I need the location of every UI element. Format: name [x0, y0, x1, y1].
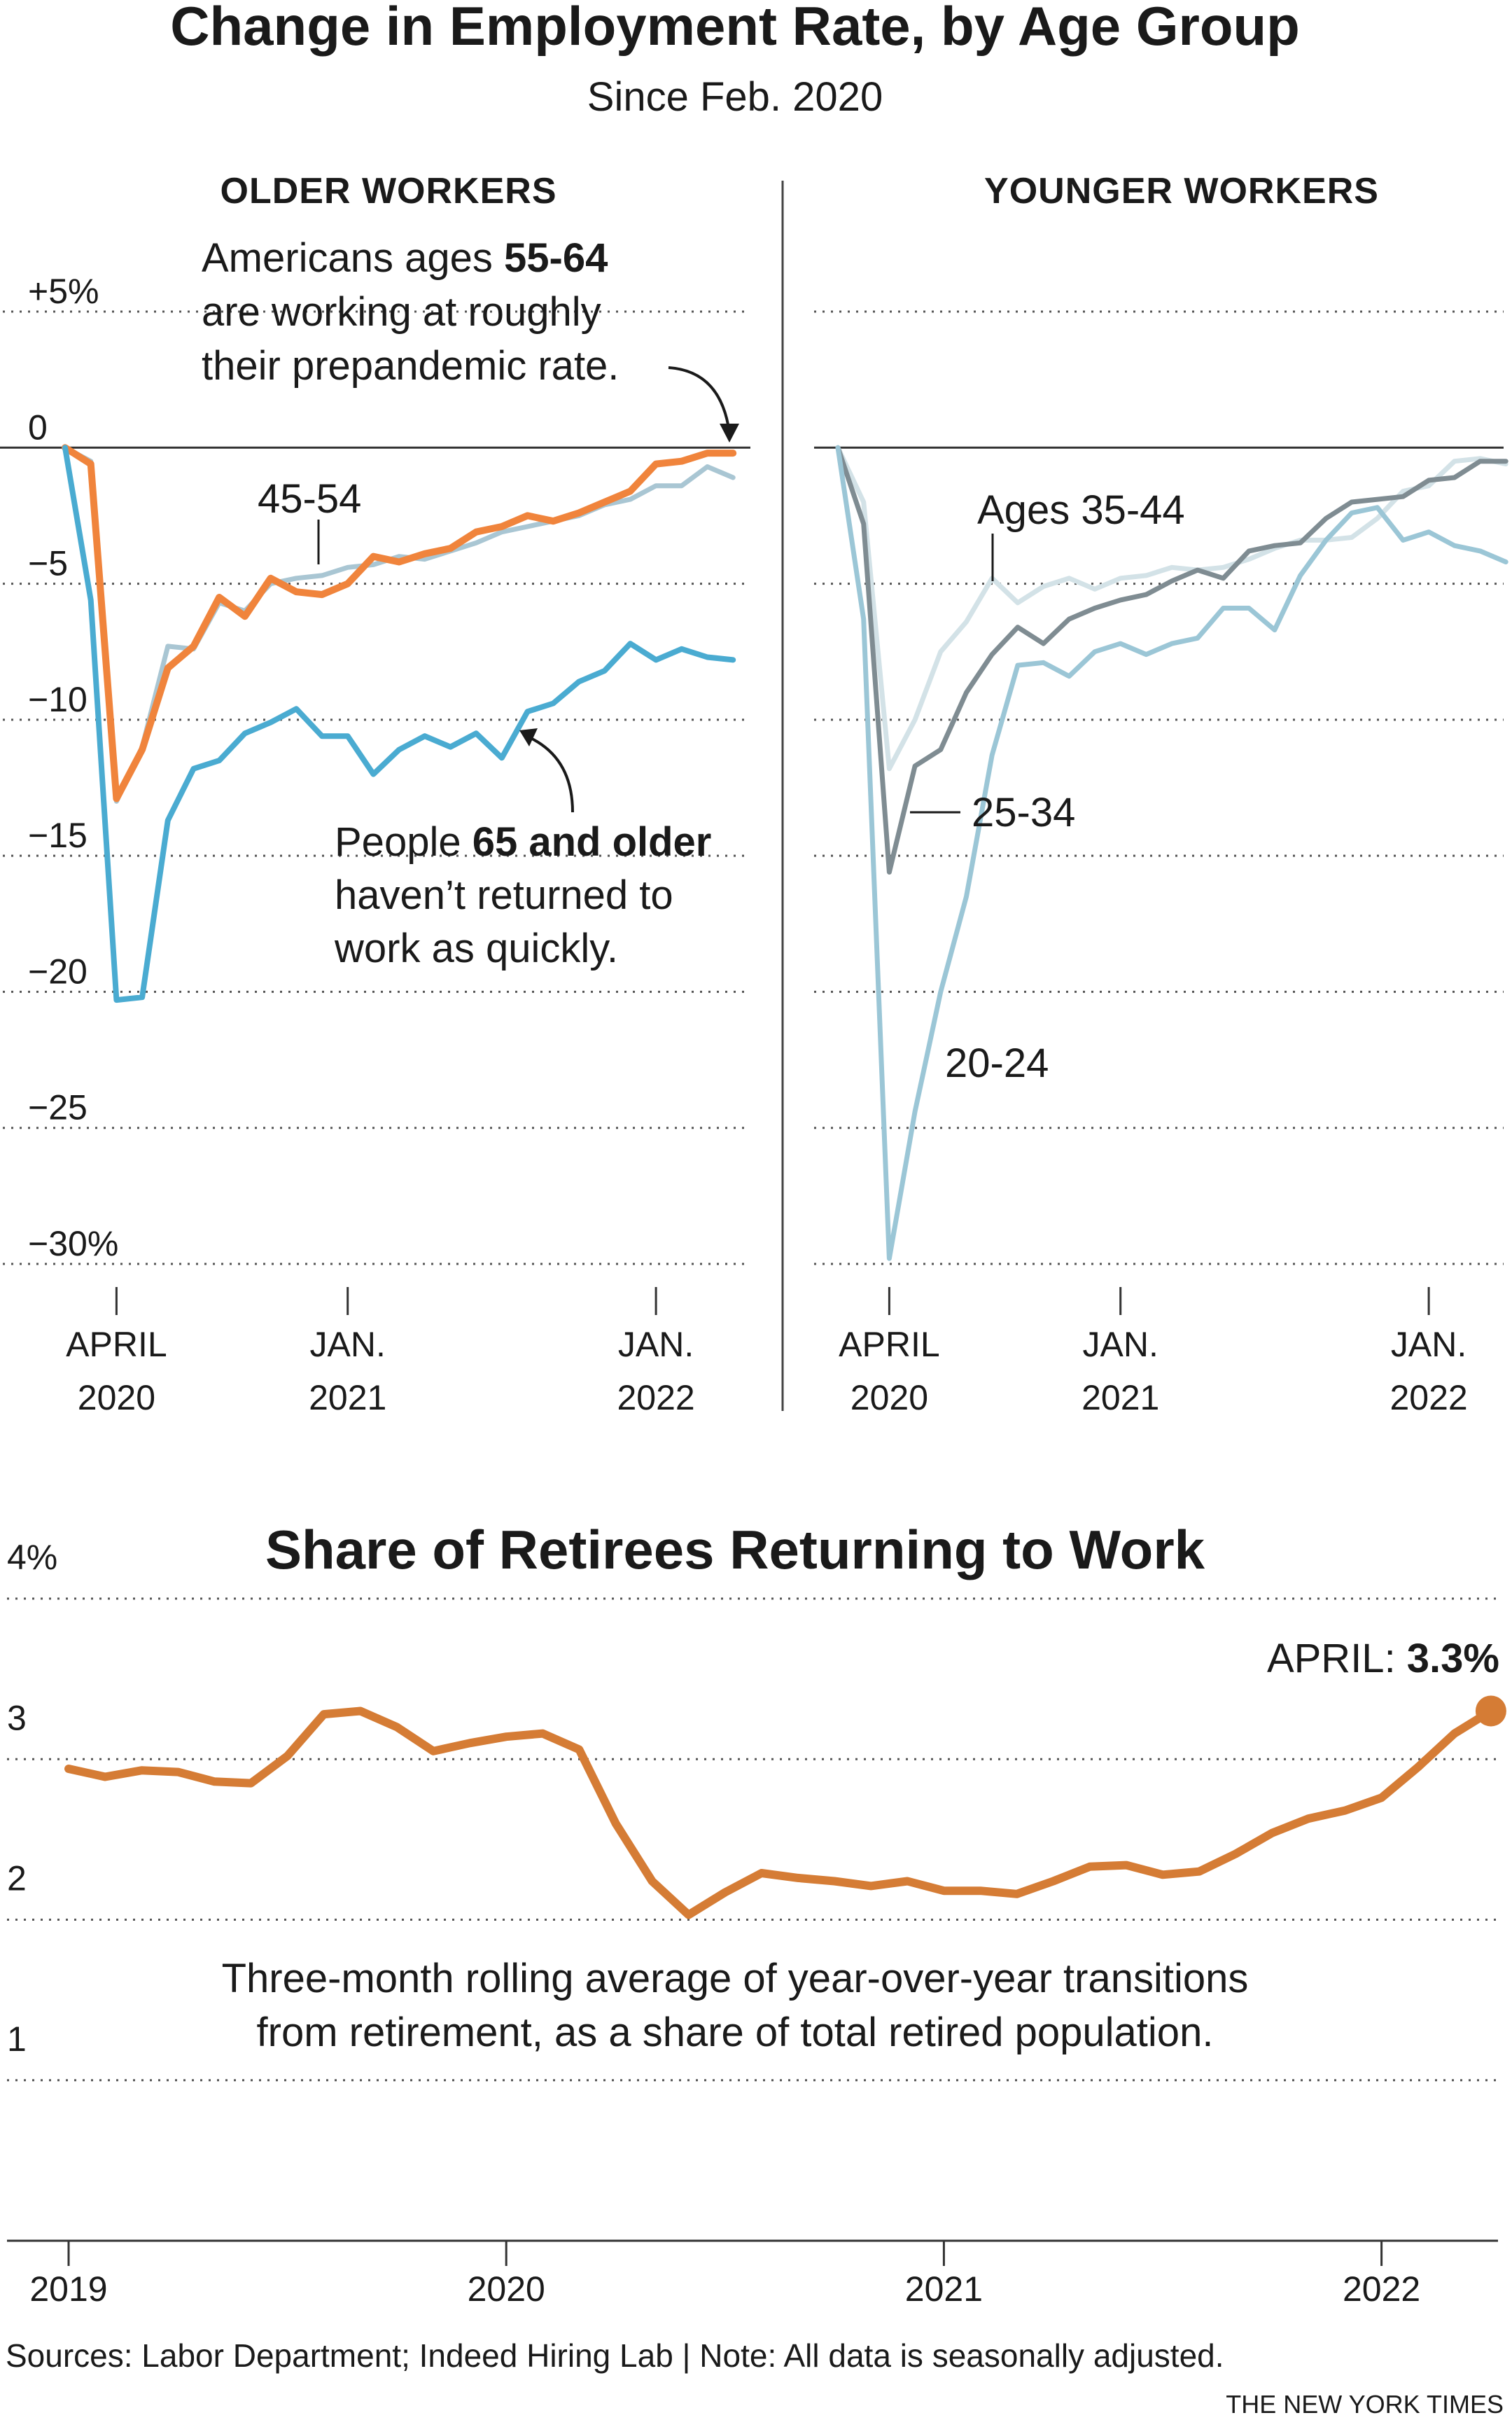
label-35-44: Ages 35-44 [977, 487, 1185, 533]
panel-heading-younger: YOUNGER WORKERS [984, 171, 1379, 211]
panel-older-workers: +5% 0 −5 −10 −15 −20 −25 −30% APRIL 2020 JAN. 2021 J… [0, 272, 750, 1417]
older-series-55-64 [62, 444, 737, 802]
younger-x-tick-label: 2021 [1082, 1378, 1159, 1417]
annotation-55-64-line2: are working at roughly [202, 289, 601, 335]
older-series-45-54 [62, 445, 736, 804]
older-y-tick-label: +5% [28, 272, 99, 311]
retirees-y-tick-label: 1 [7, 2019, 27, 2059]
retirees-note-line2: from retirement, as a share of total ret… [257, 2010, 1214, 2055]
retirees-series-line [64, 1706, 1495, 1919]
credit: THE NEW YORK TIMES [1226, 2390, 1504, 2419]
svg-text:People 65 and older: People 65 and older [335, 819, 711, 865]
older-y-tick-label: −15 [28, 816, 88, 855]
younger-x-tick-label: 2020 [850, 1378, 928, 1417]
older-y-tick-label: 0 [28, 408, 48, 447]
annotation-55-64-line3: their prepandemic rate. [202, 343, 619, 389]
annotation-65-plus: People 65 and older haven’t returned to … [334, 728, 711, 971]
younger-series-25-34 [835, 445, 1508, 875]
retirees-endpoint-prefix: APRIL: [1267, 1636, 1407, 1681]
retirees-y-tick-label: 3 [7, 1698, 27, 1737]
retirees-x-tick-label: 2020 [468, 2269, 545, 2309]
annotation-65-plus-line2: haven’t returned to [335, 872, 673, 918]
retirees-endpoint-value: 3.3% [1407, 1636, 1499, 1681]
annotation-65-plus-arrowhead [519, 728, 538, 746]
panel-retirees: 4% 3 2 1 2019 2020 2021 2022 [7, 1538, 1506, 2309]
older-y-tick-label: −20 [28, 952, 88, 991]
younger-x-tick-label: JAN. [1391, 1325, 1466, 1364]
annotation-65-plus-line3: work as quickly. [334, 926, 618, 971]
older-y-tick-label: −5 [28, 544, 68, 583]
younger-x-tick-label: APRIL [839, 1325, 940, 1364]
panel-heading-older: OLDER WORKERS [220, 171, 557, 211]
younger-series-20-24 [835, 445, 1508, 1261]
annotation-55-64: Americans ages 55-64 are working at roug… [202, 235, 739, 443]
svg-text:Americans ages 55-64: Americans ages 55-64 [202, 235, 608, 281]
older-y-tick-label: −25 [28, 1088, 88, 1127]
younger-series-35-44 [835, 445, 1508, 772]
older-x-tick-label: JAN. [310, 1325, 386, 1364]
older-x-tick-label: APRIL [66, 1325, 167, 1364]
retirees-endpoint-dot [1475, 1695, 1506, 1727]
label-20-24: 20-24 [945, 1041, 1049, 1086]
older-series-65-and-older [62, 445, 736, 1003]
annotation-55-64-arrow [668, 366, 731, 433]
panel-younger-workers: APRIL 2020 JAN. 2021 JAN. 2022 [814, 310, 1508, 1417]
annotation-55-64-line1-b: 55-64 [504, 235, 608, 281]
older-y-tick-label: −10 [28, 680, 88, 719]
retirees-x-tick-label: 2022 [1343, 2269, 1420, 2309]
older-x-tick-label: JAN. [618, 1325, 694, 1364]
annotation-65-plus-line1-b: 65 and older [472, 819, 712, 865]
annotation-65-plus-arrow [531, 737, 574, 813]
chart-title: Change in Employment Rate, by Age Group [170, 0, 1300, 57]
retirees-endpoint-label: APRIL: 3.3% [1267, 1636, 1499, 1681]
older-y-tick-label: −30% [28, 1224, 118, 1263]
annotation-65-plus-line1-a: People [335, 819, 472, 865]
older-x-tick-label: 2020 [78, 1378, 155, 1417]
retirees-x-tick-label: 2021 [905, 2269, 983, 2309]
retirees-y-tick-label: 4% [7, 1538, 57, 1577]
older-x-tick-label: 2021 [309, 1378, 386, 1417]
retirees-x-tick-label: 2019 [29, 2269, 107, 2309]
younger-x-tick-label: 2022 [1390, 1378, 1467, 1417]
retirees-title: Share of Retirees Returning to Work [265, 1519, 1205, 1580]
chart-subtitle: Since Feb. 2020 [587, 74, 883, 120]
retirees-note-line1: Three-month rolling average of year-over… [222, 1956, 1249, 2001]
source-note: Sources: Labor Department; Indeed Hiring… [6, 2337, 1224, 2374]
annotation-55-64-arrowhead [720, 424, 739, 443]
retirees-y-tick-label: 2 [7, 1859, 27, 1898]
older-x-tick-label: 2022 [617, 1378, 694, 1417]
younger-x-tick-label: JAN. [1083, 1325, 1158, 1364]
annotation-55-64-line1-a: Americans ages [202, 235, 504, 281]
label-45-54: 45-54 [258, 476, 361, 522]
label-25-34: 25-34 [972, 790, 1075, 835]
